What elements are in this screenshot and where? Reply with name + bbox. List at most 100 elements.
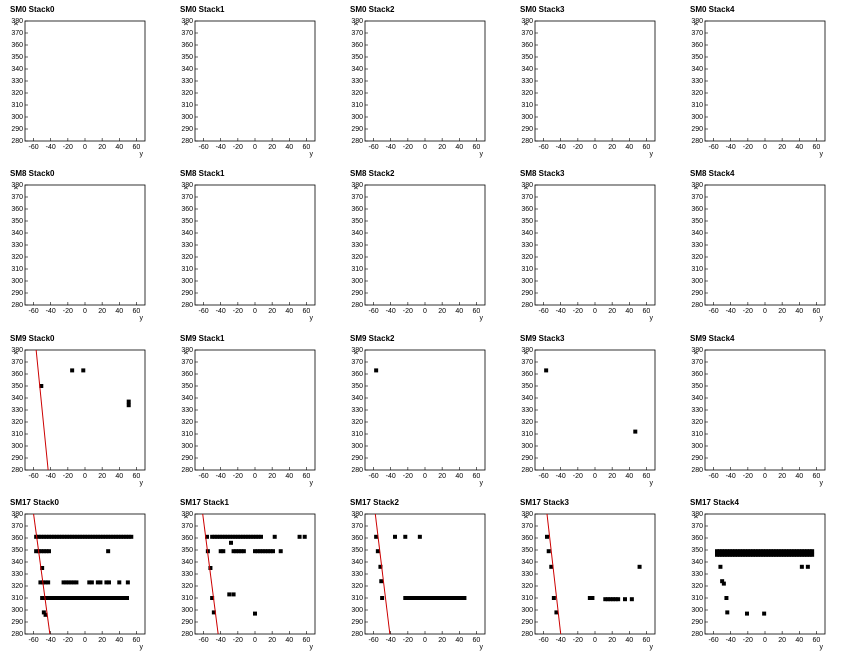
x-tick-label: -20	[233, 308, 243, 315]
x-tick-label: -20	[573, 637, 583, 644]
y-tick-label: 330	[181, 571, 193, 578]
point	[253, 549, 257, 554]
point	[758, 549, 763, 554]
y-tick-label: 320	[11, 419, 23, 426]
point	[431, 596, 436, 600]
x-tick-label: -60	[709, 637, 719, 644]
point	[234, 549, 239, 554]
y-tick-label: 310	[11, 266, 23, 273]
point	[418, 596, 423, 600]
x-tick-label: -20	[743, 473, 753, 480]
y-tick-label: 290	[521, 619, 533, 626]
point	[797, 552, 802, 557]
y-tick-label: 300	[691, 443, 703, 450]
y-tick-label: 370	[181, 194, 193, 201]
y-tick-label: 320	[351, 254, 363, 261]
y-tick-label: 320	[181, 90, 193, 97]
x-axis-label: y	[310, 151, 314, 158]
point	[459, 596, 464, 600]
point	[71, 596, 75, 600]
x-tick-label: 20	[438, 637, 446, 644]
y-tick-label: 380	[691, 182, 703, 189]
point	[751, 552, 755, 557]
y-tick-label: 380	[351, 18, 363, 25]
x-tick-label: -40	[726, 144, 736, 151]
y-tick-label: 360	[11, 206, 23, 213]
y-tick-label: 380	[691, 511, 703, 518]
plot-frame	[194, 349, 316, 471]
point	[205, 534, 209, 539]
point	[99, 596, 104, 600]
x-tick-label: -20	[63, 473, 73, 480]
y-tick-label: 340	[521, 395, 533, 402]
x-tick-label: 20	[268, 144, 276, 151]
point	[802, 549, 807, 554]
y-tick-label: 290	[351, 290, 363, 297]
point	[54, 534, 59, 539]
y-tick-label: 370	[181, 30, 193, 37]
x-tick-label: 60	[813, 637, 821, 644]
point	[107, 596, 111, 600]
point	[807, 552, 812, 557]
y-tick-label: 330	[351, 78, 363, 85]
point	[546, 549, 551, 554]
y-tick-label: 290	[181, 126, 193, 133]
y-tick-label: 380	[181, 347, 193, 354]
y-axis-label: x	[183, 186, 190, 190]
y-tick-label: 330	[691, 78, 703, 85]
point	[416, 596, 421, 600]
x-axis-label: y	[480, 151, 484, 158]
y-axis-label: x	[353, 351, 360, 355]
y-tick-label: 290	[691, 619, 703, 626]
point	[107, 580, 111, 585]
y-tick-label: 360	[351, 535, 363, 542]
point	[792, 549, 797, 554]
point	[374, 368, 379, 373]
chart-title: SM0 Stack1	[180, 5, 225, 14]
point	[117, 596, 122, 600]
point	[421, 596, 426, 600]
x-tick-label: 0	[253, 473, 257, 480]
point	[426, 596, 431, 600]
x-axis-label: y	[140, 644, 144, 651]
point	[738, 552, 743, 557]
y-tick-label: 320	[351, 90, 363, 97]
point	[220, 534, 225, 539]
y-tick-label: 370	[11, 30, 23, 37]
point	[393, 534, 397, 539]
y-tick-label: 280	[691, 302, 703, 309]
y-tick-label: 300	[181, 607, 193, 614]
point	[434, 596, 439, 600]
point	[233, 534, 238, 539]
y-tick-label: 310	[181, 431, 193, 438]
y-tick-label: 380	[181, 182, 193, 189]
y-tick-label: 370	[11, 194, 23, 201]
y-tick-label: 370	[691, 30, 703, 37]
y-tick-label: 370	[691, 523, 703, 530]
point	[779, 552, 784, 557]
point	[263, 549, 268, 554]
point	[85, 534, 90, 539]
y-tick-label: 280	[691, 138, 703, 145]
x-tick-label: 20	[438, 473, 446, 480]
y-tick-label: 360	[351, 206, 363, 213]
point	[109, 596, 114, 600]
chart-title: SM8 Stack3	[520, 169, 565, 178]
point	[57, 534, 62, 539]
x-tick-label: -60	[539, 637, 549, 644]
y-tick-label: 360	[11, 42, 23, 49]
y-tick-label: 280	[521, 302, 533, 309]
point	[748, 549, 753, 554]
y-tick-label: 330	[11, 78, 23, 85]
y-tick-label: 290	[351, 126, 363, 133]
y-tick-label: 310	[521, 431, 533, 438]
point	[758, 552, 763, 557]
x-tick-label: 20	[608, 473, 616, 480]
point	[727, 549, 732, 554]
point	[50, 596, 55, 600]
y-tick-label: 340	[691, 559, 703, 566]
y-tick-label: 370	[351, 194, 363, 201]
point	[98, 534, 103, 539]
point	[799, 552, 804, 557]
y-axis-label: x	[693, 186, 700, 190]
